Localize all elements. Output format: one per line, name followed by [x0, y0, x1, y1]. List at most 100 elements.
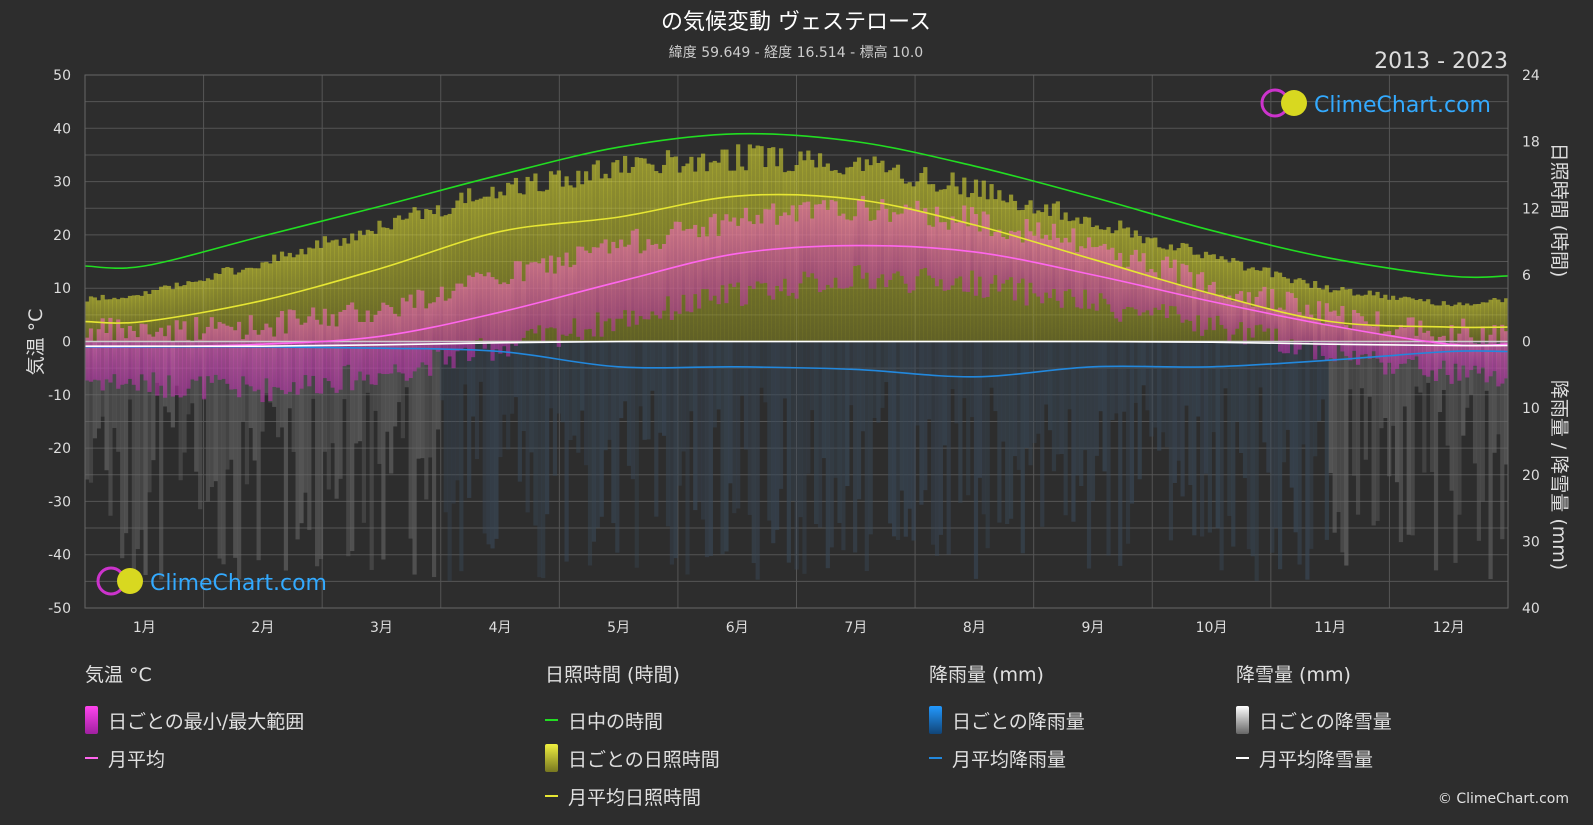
daily-precip-bar — [1328, 341, 1333, 474]
daily-temp-range-bar — [923, 208, 928, 268]
daily-temp-range-bar — [244, 334, 250, 385]
daily-sunshine-bar — [326, 242, 331, 342]
daily-sunshine-bar — [459, 192, 464, 342]
daily-precip-bar — [502, 341, 507, 415]
daily-precip-bar — [1168, 341, 1174, 541]
daily-temp-range-bar — [720, 220, 725, 286]
daily-temp-range-bar — [221, 323, 226, 379]
legend-item: 日ごとの日照時間 — [545, 739, 720, 777]
daily-precip-bar — [533, 341, 538, 526]
daily-precip-bar — [759, 341, 764, 388]
daily-temp-range-bar — [1153, 272, 1158, 308]
daily-temp-range-bar — [123, 338, 129, 384]
daily-precip-bar — [661, 341, 667, 436]
daily-temp-range-bar — [1449, 325, 1454, 384]
daily-precip-bar — [135, 341, 140, 550]
daily-temp-range-bar — [1118, 252, 1123, 322]
chart-subtitle: 緯度 59.649 - 経度 16.514 - 標高 10.0 — [669, 44, 923, 61]
daily-precip-bar — [1184, 341, 1189, 406]
daily-sunshine-bar — [174, 282, 179, 342]
daily-sunshine-bar — [330, 240, 335, 342]
logo-top-right: ClimeChart.com — [1260, 88, 1491, 118]
daily-sunshine-bar — [1402, 296, 1407, 342]
daily-temp-range-bar — [950, 216, 955, 286]
daily-temp-range-bar — [287, 309, 292, 392]
daily-temp-range-bar — [470, 276, 476, 358]
daily-sunshine-bar — [467, 188, 472, 342]
daily-precip-bar — [853, 341, 858, 553]
daily-sunshine-bar — [342, 238, 347, 342]
daily-precip-bar — [517, 341, 522, 482]
daily-precip-bar — [1242, 341, 1248, 478]
daily-precip-bar — [763, 341, 768, 403]
daily-precip-bar — [1445, 341, 1450, 446]
daily-temp-range-bar — [607, 253, 612, 319]
daily-temp-range-bar — [533, 262, 538, 334]
daily-precip-bar — [849, 341, 854, 406]
daily-temp-range-bar — [1145, 272, 1150, 311]
daily-sunshine-bar — [307, 247, 312, 342]
y-right-top-tick-label: 6 — [1522, 268, 1531, 284]
x-tick-label: 2月 — [251, 620, 274, 636]
daily-temp-range-bar — [170, 341, 175, 397]
daily-precip-bar — [322, 341, 328, 452]
daily-temp-range-bar — [1008, 230, 1014, 278]
daily-precip-bar — [720, 341, 725, 555]
daily-precip-bar — [276, 341, 281, 438]
daily-temp-range-bar — [1044, 234, 1049, 293]
daily-temp-range-bar — [365, 310, 370, 375]
daily-sunshine-bar — [1320, 289, 1326, 342]
legend-rain-title: 降雨量 (mm) — [929, 664, 1044, 686]
daily-precip-bar — [728, 341, 733, 484]
daily-precip-bar — [1313, 341, 1318, 457]
daily-temp-range-bar — [248, 315, 253, 387]
daily-precip-bar — [1332, 341, 1337, 533]
daily-temp-range-bar — [1336, 315, 1341, 344]
daily-sunshine-bar — [1418, 298, 1423, 342]
daily-sunshine-bar — [1344, 289, 1349, 342]
daily-precip-bar — [1277, 341, 1283, 570]
axes: 50 40 30 20 10 0 -10 -20 -30 -40 -50 24 18 12 6 0 10 20 30… — [48, 68, 1540, 636]
daily-temp-range-bar — [966, 226, 971, 292]
y-left-tick-label: -10 — [48, 388, 71, 404]
daily-temp-range-bar — [1258, 291, 1263, 325]
daily-precip-bar — [1270, 341, 1275, 553]
daily-temp-range-bar — [1437, 336, 1443, 369]
daily-sunshine-bar — [1313, 281, 1318, 342]
y-right-top-tick-label: 12 — [1522, 201, 1540, 217]
daily-precip-bar — [252, 341, 257, 461]
daily-precip-bar — [1504, 341, 1508, 465]
daily-temp-range-bar — [428, 303, 433, 376]
daily-precip-bar — [1348, 341, 1353, 390]
daily-precip-bar — [1157, 341, 1162, 451]
daily-temp-range-bar — [229, 326, 234, 390]
daily-temp-range-bar — [373, 314, 378, 385]
daily-precip-bar — [1192, 341, 1197, 536]
daily-temp-range-bar — [1083, 248, 1088, 290]
daily-sunshine-bar — [498, 191, 503, 342]
daily-temp-range-bar — [556, 257, 561, 347]
daily-temp-range-bar — [704, 236, 710, 290]
daily-precip-bar — [1375, 341, 1380, 521]
daily-temp-range-bar — [927, 225, 932, 276]
logo-text: ClimeChart.com — [1314, 93, 1491, 118]
daily-temp-range-bar — [252, 330, 257, 392]
daily-temp-range-bar — [1297, 312, 1302, 350]
daily-temp-range-bar — [1394, 329, 1400, 369]
legend-sunshine: 日照時間 (時間) 日中の時間 日ごとの日照時間 月平均日照時間 — [545, 660, 720, 815]
daily-precip-bar — [1129, 341, 1135, 504]
daily-precip-bar — [381, 341, 386, 560]
daily-precip-bar — [1008, 341, 1014, 519]
daily-precip-bar — [560, 341, 565, 423]
daily-precip-bar — [1457, 341, 1462, 515]
daily-precip-bar — [369, 341, 374, 570]
chart-title: の気候変動 ヴェステロース — [661, 10, 931, 35]
y-right-top-label: 日照時間 (時間) — [1548, 143, 1570, 278]
daily-precip-bar — [1180, 341, 1185, 497]
daily-precip-bar — [1500, 341, 1505, 540]
daily-temp-range-bar — [1211, 281, 1216, 331]
daily-precip-bar — [283, 341, 289, 571]
daily-temp-range-bar — [486, 272, 491, 343]
daily-sunshine-bar — [354, 240, 359, 342]
daily-temp-range-bar — [860, 195, 866, 279]
